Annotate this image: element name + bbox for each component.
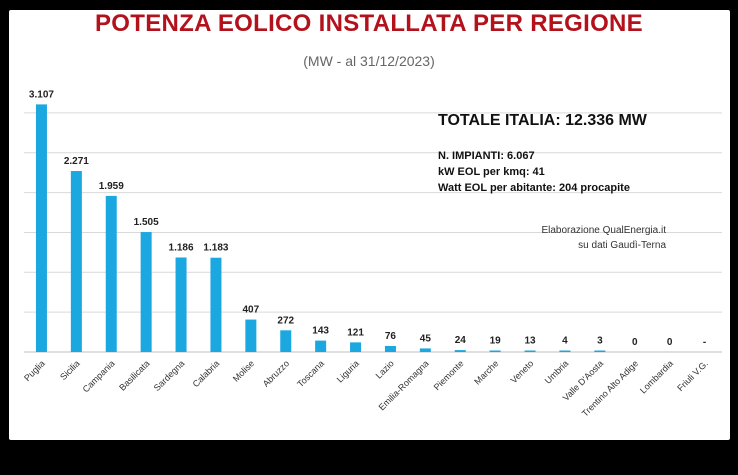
bar [70, 171, 82, 352]
data-label: 272 [277, 315, 294, 326]
bar [350, 342, 362, 352]
bar [280, 330, 292, 352]
category-label: Puglia [22, 358, 47, 383]
bar [524, 350, 536, 352]
info-kw-kmq: kW EOL per kmq: 41 [438, 166, 545, 178]
data-label: 3.107 [29, 89, 54, 100]
category-label: Veneto [509, 358, 536, 385]
data-label: 0 [667, 337, 673, 348]
total-label: TOTALE ITALIA: 12.336 MW [438, 112, 647, 129]
data-label: 19 [490, 335, 502, 346]
data-label: 1.505 [134, 217, 159, 228]
bar [594, 350, 606, 352]
credit-line-2: su dati Gaudì-Terna [578, 240, 666, 251]
bar [210, 257, 222, 352]
data-label: 1.186 [169, 242, 194, 253]
data-label: 407 [243, 305, 260, 316]
category-label: Piemonte [432, 358, 466, 392]
data-label: 24 [455, 335, 467, 346]
bar [559, 350, 571, 352]
category-label: Calabria [191, 358, 222, 389]
data-label: 2.271 [64, 156, 89, 167]
info-impianti: N. IMPIANTI: 6.067 [438, 150, 535, 162]
chart-card [9, 10, 730, 440]
credit-line-1: Elaborazione QualEnergia.it [541, 225, 666, 236]
category-label: Toscana [295, 358, 326, 389]
data-label: 45 [420, 333, 432, 344]
bar [245, 319, 257, 352]
category-label: Liguria [335, 358, 361, 384]
chart-title: POTENZA EOLICO INSTALLATA PER REGIONE [95, 10, 643, 37]
category-label: Lazio [374, 358, 396, 380]
data-label: 13 [524, 336, 536, 347]
bar [140, 232, 152, 352]
data-label: - [703, 337, 706, 348]
category-label: Friuli V.G. [675, 358, 710, 393]
chart-subtitle: (MW - al 31/12/2023) [303, 53, 435, 69]
category-label: Lombardia [638, 358, 675, 395]
bar [315, 340, 327, 352]
bar [35, 104, 47, 353]
category-label: Umbria [543, 358, 571, 386]
category-label: Marche [472, 358, 500, 386]
data-label: 0 [632, 337, 638, 348]
data-label: 1.959 [99, 181, 124, 192]
info-watt-abitante: Watt EOL per abitante: 204 procapite [438, 182, 630, 194]
data-label: 76 [385, 331, 397, 342]
category-label: Abruzzo [261, 358, 291, 388]
data-label: 121 [347, 327, 364, 338]
bar [105, 195, 117, 352]
bar [489, 350, 501, 352]
bar [384, 345, 396, 352]
category-label: Sardegna [152, 358, 187, 393]
category-label: Campania [81, 358, 117, 394]
data-label: 1.183 [203, 243, 228, 254]
data-label: 143 [312, 326, 329, 337]
category-label: Sicilia [58, 358, 82, 382]
bar [419, 348, 431, 352]
category-label: Molise [231, 358, 256, 383]
bar [454, 350, 466, 352]
data-label: 3 [597, 336, 603, 347]
bar [175, 257, 187, 352]
data-label: 4 [562, 336, 568, 347]
category-label: Basilicata [117, 358, 151, 392]
